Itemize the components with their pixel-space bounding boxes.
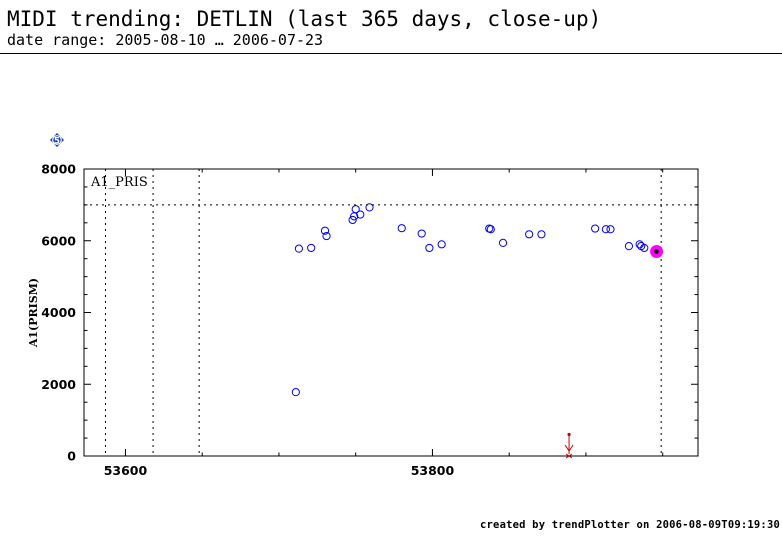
data-point	[591, 224, 600, 233]
data-point	[537, 230, 546, 239]
data-point	[437, 240, 446, 249]
highlight-point-center	[654, 249, 659, 254]
data-point	[351, 205, 360, 214]
y-axis-label: A1(PRISM)	[27, 278, 40, 348]
plot-frame	[83, 168, 699, 457]
footer-credit: created by trendPlotter on 2006-08-09T09…	[480, 519, 780, 531]
data-point	[606, 225, 615, 234]
data-point	[635, 240, 644, 249]
data-point	[425, 243, 434, 253]
panel-label: A1_PRIS	[90, 175, 148, 190]
y-tick-label: 0	[67, 449, 76, 464]
data-point	[397, 224, 406, 233]
badge-label: 5	[54, 136, 60, 146]
data-point	[417, 229, 426, 238]
limit-marker-dot	[567, 432, 571, 437]
data-point	[640, 243, 649, 253]
badge: 5	[50, 133, 64, 147]
badge-ring	[52, 135, 62, 145]
data-point	[486, 225, 495, 234]
date-range: date range: 2005-08-10 … 2006-07-23	[7, 31, 324, 49]
y-tick-label: 4000	[41, 305, 76, 320]
plot-area: 0 2000 4000 6000 8000 53600 53800 A1(PRISM) A1_P…	[27, 162, 699, 478]
y-tick-label: 6000	[41, 233, 76, 248]
limit-marker-cross	[565, 453, 573, 459]
data-point	[294, 244, 303, 253]
page-title: MIDI trending: DETLIN (last 365 days, cl…	[7, 7, 602, 31]
x-tick-label: 53800	[411, 463, 455, 478]
data-point	[348, 215, 357, 225]
data-point	[624, 242, 634, 251]
y-tick-label: 2000	[41, 377, 76, 392]
header-divider	[0, 53, 782, 54]
data-point	[320, 226, 330, 235]
y-tick-label: 8000	[41, 162, 76, 177]
diamond-badge-icon	[50, 133, 64, 147]
data-point	[601, 225, 611, 234]
x-tick-label: 53600	[104, 463, 148, 478]
data-point	[525, 230, 534, 239]
data-point	[307, 243, 316, 253]
limit-marker-arrowhead	[564, 444, 574, 452]
data-point	[365, 203, 374, 212]
data-point	[356, 210, 365, 219]
data-point	[498, 238, 508, 248]
data-point	[322, 231, 331, 241]
data-point	[291, 388, 300, 397]
